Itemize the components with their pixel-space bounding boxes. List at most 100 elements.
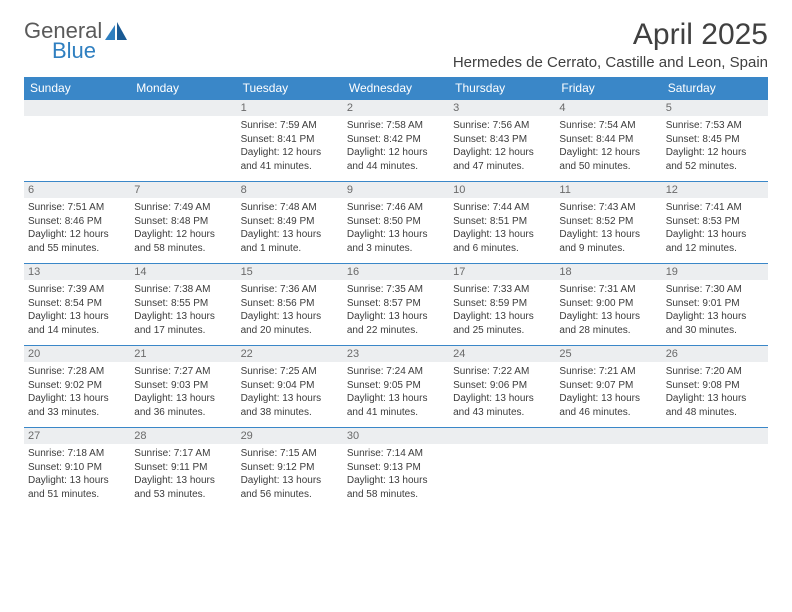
sunrise-line: Sunrise: 7:53 AM bbox=[666, 119, 764, 133]
day-number-cell: 11 bbox=[555, 182, 661, 199]
sunrise-line: Sunrise: 7:25 AM bbox=[241, 365, 339, 379]
sunrise-line: Sunrise: 7:41 AM bbox=[666, 201, 764, 215]
sunrise-line: Sunrise: 7:51 AM bbox=[28, 201, 126, 215]
sunrise-line: Sunrise: 7:49 AM bbox=[134, 201, 232, 215]
day-number-cell: 17 bbox=[449, 264, 555, 281]
sunset-line: Sunset: 8:42 PM bbox=[347, 133, 445, 147]
daylight-line: Daylight: 13 hours and 58 minutes. bbox=[347, 474, 445, 501]
day-number-row: 12345 bbox=[24, 100, 768, 117]
daylight-line: Daylight: 12 hours and 41 minutes. bbox=[241, 146, 339, 173]
day-detail-row: Sunrise: 7:39 AMSunset: 8:54 PMDaylight:… bbox=[24, 280, 768, 346]
day-detail-cell bbox=[449, 444, 555, 509]
day-number-cell bbox=[449, 428, 555, 445]
sunset-line: Sunset: 9:00 PM bbox=[559, 297, 657, 311]
day-detail-cell: Sunrise: 7:15 AMSunset: 9:12 PMDaylight:… bbox=[237, 444, 343, 509]
day-number-cell: 9 bbox=[343, 182, 449, 199]
day-detail-cell: Sunrise: 7:46 AMSunset: 8:50 PMDaylight:… bbox=[343, 198, 449, 264]
weekday-header: Sunday bbox=[24, 77, 130, 100]
daylight-line: Daylight: 13 hours and 28 minutes. bbox=[559, 310, 657, 337]
sunrise-line: Sunrise: 7:17 AM bbox=[134, 447, 232, 461]
day-detail-row: Sunrise: 7:18 AMSunset: 9:10 PMDaylight:… bbox=[24, 444, 768, 509]
sunset-line: Sunset: 9:04 PM bbox=[241, 379, 339, 393]
daylight-line: Daylight: 12 hours and 58 minutes. bbox=[134, 228, 232, 255]
day-number-cell: 4 bbox=[555, 100, 661, 117]
sunset-line: Sunset: 9:11 PM bbox=[134, 461, 232, 475]
day-detail-cell: Sunrise: 7:18 AMSunset: 9:10 PMDaylight:… bbox=[24, 444, 130, 509]
sunset-line: Sunset: 9:10 PM bbox=[28, 461, 126, 475]
day-number-cell: 14 bbox=[130, 264, 236, 281]
sunset-line: Sunset: 8:51 PM bbox=[453, 215, 551, 229]
sunrise-line: Sunrise: 7:39 AM bbox=[28, 283, 126, 297]
weekday-header: Monday bbox=[130, 77, 236, 100]
day-number-cell: 25 bbox=[555, 346, 661, 363]
logo-text-blue: Blue bbox=[52, 38, 127, 64]
sunrise-line: Sunrise: 7:21 AM bbox=[559, 365, 657, 379]
day-number-cell: 23 bbox=[343, 346, 449, 363]
day-detail-cell bbox=[24, 116, 130, 182]
day-detail-cell: Sunrise: 7:20 AMSunset: 9:08 PMDaylight:… bbox=[662, 362, 768, 428]
month-title: April 2025 bbox=[453, 18, 768, 52]
weekday-header-row: SundayMondayTuesdayWednesdayThursdayFrid… bbox=[24, 77, 768, 100]
day-number-row: 13141516171819 bbox=[24, 264, 768, 281]
sunrise-line: Sunrise: 7:15 AM bbox=[241, 447, 339, 461]
day-detail-cell: Sunrise: 7:39 AMSunset: 8:54 PMDaylight:… bbox=[24, 280, 130, 346]
sunset-line: Sunset: 8:43 PM bbox=[453, 133, 551, 147]
day-detail-cell: Sunrise: 7:41 AMSunset: 8:53 PMDaylight:… bbox=[662, 198, 768, 264]
daylight-line: Daylight: 13 hours and 48 minutes. bbox=[666, 392, 764, 419]
day-number-cell: 19 bbox=[662, 264, 768, 281]
day-detail-cell: Sunrise: 7:35 AMSunset: 8:57 PMDaylight:… bbox=[343, 280, 449, 346]
sunset-line: Sunset: 9:13 PM bbox=[347, 461, 445, 475]
day-detail-cell: Sunrise: 7:33 AMSunset: 8:59 PMDaylight:… bbox=[449, 280, 555, 346]
daylight-line: Daylight: 13 hours and 43 minutes. bbox=[453, 392, 551, 419]
day-detail-cell: Sunrise: 7:49 AMSunset: 8:48 PMDaylight:… bbox=[130, 198, 236, 264]
day-number-row: 27282930 bbox=[24, 428, 768, 445]
daylight-line: Daylight: 13 hours and 38 minutes. bbox=[241, 392, 339, 419]
day-number-cell: 8 bbox=[237, 182, 343, 199]
daylight-line: Daylight: 13 hours and 20 minutes. bbox=[241, 310, 339, 337]
daylight-line: Daylight: 13 hours and 53 minutes. bbox=[134, 474, 232, 501]
daylight-line: Daylight: 12 hours and 52 minutes. bbox=[666, 146, 764, 173]
sunrise-line: Sunrise: 7:59 AM bbox=[241, 119, 339, 133]
daylight-line: Daylight: 13 hours and 51 minutes. bbox=[28, 474, 126, 501]
day-number-cell: 27 bbox=[24, 428, 130, 445]
day-detail-cell: Sunrise: 7:21 AMSunset: 9:07 PMDaylight:… bbox=[555, 362, 661, 428]
day-detail-cell bbox=[555, 444, 661, 509]
day-number-row: 6789101112 bbox=[24, 182, 768, 199]
daylight-line: Daylight: 13 hours and 6 minutes. bbox=[453, 228, 551, 255]
daylight-line: Daylight: 13 hours and 14 minutes. bbox=[28, 310, 126, 337]
day-detail-cell: Sunrise: 7:14 AMSunset: 9:13 PMDaylight:… bbox=[343, 444, 449, 509]
header: General Blue April 2025 Hermedes de Cerr… bbox=[24, 18, 768, 71]
day-number-cell: 22 bbox=[237, 346, 343, 363]
sunrise-line: Sunrise: 7:56 AM bbox=[453, 119, 551, 133]
weekday-header: Wednesday bbox=[343, 77, 449, 100]
day-detail-cell: Sunrise: 7:22 AMSunset: 9:06 PMDaylight:… bbox=[449, 362, 555, 428]
sunrise-line: Sunrise: 7:28 AM bbox=[28, 365, 126, 379]
sunset-line: Sunset: 8:56 PM bbox=[241, 297, 339, 311]
sunrise-line: Sunrise: 7:58 AM bbox=[347, 119, 445, 133]
daylight-line: Daylight: 13 hours and 30 minutes. bbox=[666, 310, 764, 337]
day-number-cell bbox=[130, 100, 236, 117]
day-number-cell bbox=[662, 428, 768, 445]
daylight-line: Daylight: 12 hours and 44 minutes. bbox=[347, 146, 445, 173]
day-number-cell bbox=[24, 100, 130, 117]
daylight-line: Daylight: 13 hours and 12 minutes. bbox=[666, 228, 764, 255]
day-number-cell: 1 bbox=[237, 100, 343, 117]
day-number-cell: 29 bbox=[237, 428, 343, 445]
sunset-line: Sunset: 8:49 PM bbox=[241, 215, 339, 229]
sunset-line: Sunset: 9:08 PM bbox=[666, 379, 764, 393]
day-detail-cell: Sunrise: 7:25 AMSunset: 9:04 PMDaylight:… bbox=[237, 362, 343, 428]
day-detail-cell: Sunrise: 7:43 AMSunset: 8:52 PMDaylight:… bbox=[555, 198, 661, 264]
day-detail-cell: Sunrise: 7:38 AMSunset: 8:55 PMDaylight:… bbox=[130, 280, 236, 346]
day-detail-cell: Sunrise: 7:36 AMSunset: 8:56 PMDaylight:… bbox=[237, 280, 343, 346]
day-detail-cell: Sunrise: 7:48 AMSunset: 8:49 PMDaylight:… bbox=[237, 198, 343, 264]
sunset-line: Sunset: 8:53 PM bbox=[666, 215, 764, 229]
day-number-cell: 16 bbox=[343, 264, 449, 281]
day-number-cell: 30 bbox=[343, 428, 449, 445]
daylight-line: Daylight: 13 hours and 56 minutes. bbox=[241, 474, 339, 501]
day-detail-cell bbox=[662, 444, 768, 509]
day-number-cell: 15 bbox=[237, 264, 343, 281]
sunset-line: Sunset: 9:06 PM bbox=[453, 379, 551, 393]
daylight-line: Daylight: 13 hours and 25 minutes. bbox=[453, 310, 551, 337]
sunset-line: Sunset: 9:05 PM bbox=[347, 379, 445, 393]
daylight-line: Daylight: 13 hours and 46 minutes. bbox=[559, 392, 657, 419]
